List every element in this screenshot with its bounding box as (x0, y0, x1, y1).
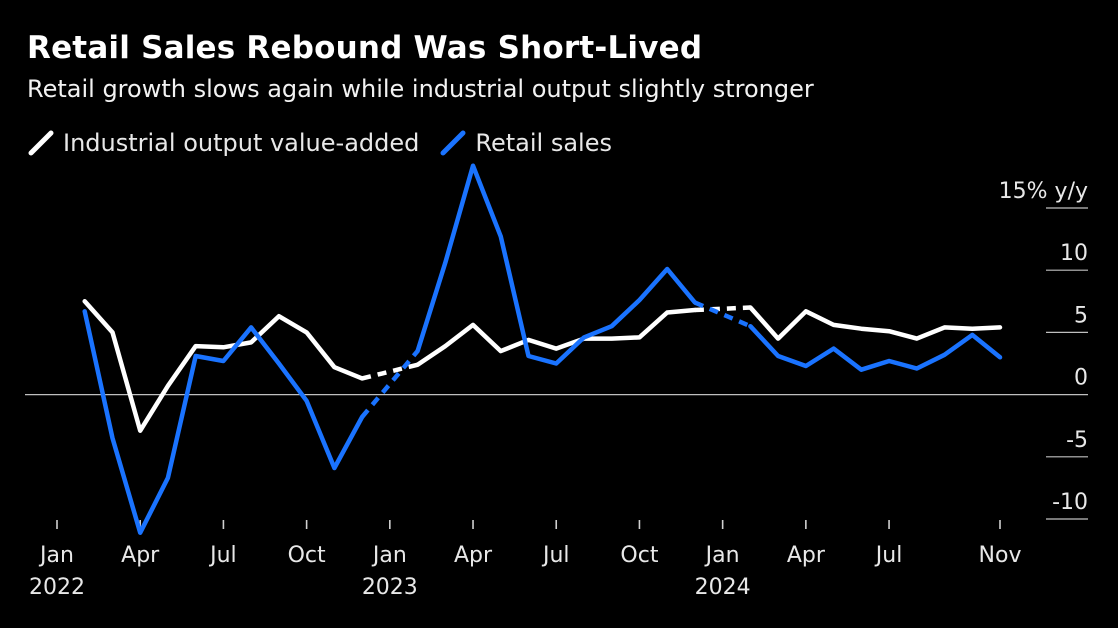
x-tick-label-1: Apr (121, 543, 160, 568)
series-0-gap-dashed-11 (361, 362, 419, 381)
series-0-line-segment-1 (415, 307, 698, 367)
chart-subtitle: Retail growth slows again while industri… (27, 75, 814, 103)
y-tick-label-1: 10 (1060, 241, 1088, 266)
x-tick-label-11: Nov (979, 543, 1022, 568)
x-tick-label-8: Jan (704, 543, 740, 568)
y-tick-label-2: 5 (1074, 303, 1088, 328)
series-1-line-segment-2 (748, 323, 1003, 372)
y-tick-label-5: -10 (1052, 490, 1088, 515)
x-tick-label-2: Jul (208, 543, 237, 568)
x-tick-label-7: Oct (620, 543, 658, 568)
legend-item-retail: Retail sales (439, 129, 612, 157)
series-0-line-segment-2 (748, 305, 1003, 341)
x-year-label-0: 2022 (29, 575, 85, 600)
x-tick-label-6: Jul (541, 543, 570, 568)
series-0-line-segment-0 (82, 299, 365, 433)
x-tick-label-0: Jan (38, 543, 74, 568)
legend-swatch-retail (440, 130, 466, 156)
series-1-gap-dashed-11 (360, 349, 420, 419)
x-year-label-4: 2023 (362, 575, 418, 600)
series-0-gap-dashed-22 (694, 305, 751, 313)
y-tick-label-4: -5 (1066, 428, 1088, 453)
legend-label-industrial: Industrial output value-added (63, 129, 420, 157)
x-tick-label-9: Apr (787, 543, 826, 568)
chart-title: Retail Sales Rebound Was Short-Lived (27, 30, 703, 66)
series-1-line-segment-0 (82, 309, 365, 535)
x-tick-label-4: Jan (371, 543, 407, 568)
x-tick-label-5: Apr (454, 543, 493, 568)
y-tick-label-3: 0 (1074, 366, 1088, 391)
legend-swatch-industrial (28, 130, 54, 156)
legend-item-industrial: Industrial output value-added (27, 129, 419, 157)
x-tick-label-10: Jul (874, 543, 903, 568)
y-tick-label-0: 15% y/y (999, 179, 1088, 204)
x-year-label-8: 2024 (695, 575, 751, 600)
legend: Industrial output value-added Retail sal… (27, 126, 632, 160)
legend-label-retail: Retail sales (475, 129, 612, 157)
series-1-line-segment-1 (415, 163, 698, 366)
x-tick-label-3: Oct (288, 543, 326, 568)
series-1-gap-dashed-22 (694, 300, 752, 329)
